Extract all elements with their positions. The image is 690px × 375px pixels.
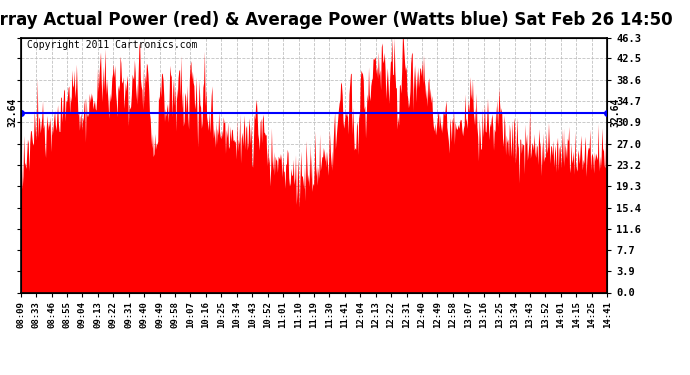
Text: 32.64: 32.64 bbox=[610, 98, 620, 128]
Text: Copyright 2011 Cartronics.com: Copyright 2011 Cartronics.com bbox=[26, 40, 197, 50]
Text: West Array Actual Power (red) & Average Power (Watts blue) Sat Feb 26 14:50: West Array Actual Power (red) & Average … bbox=[0, 11, 673, 29]
Text: 32.64: 32.64 bbox=[8, 98, 18, 128]
